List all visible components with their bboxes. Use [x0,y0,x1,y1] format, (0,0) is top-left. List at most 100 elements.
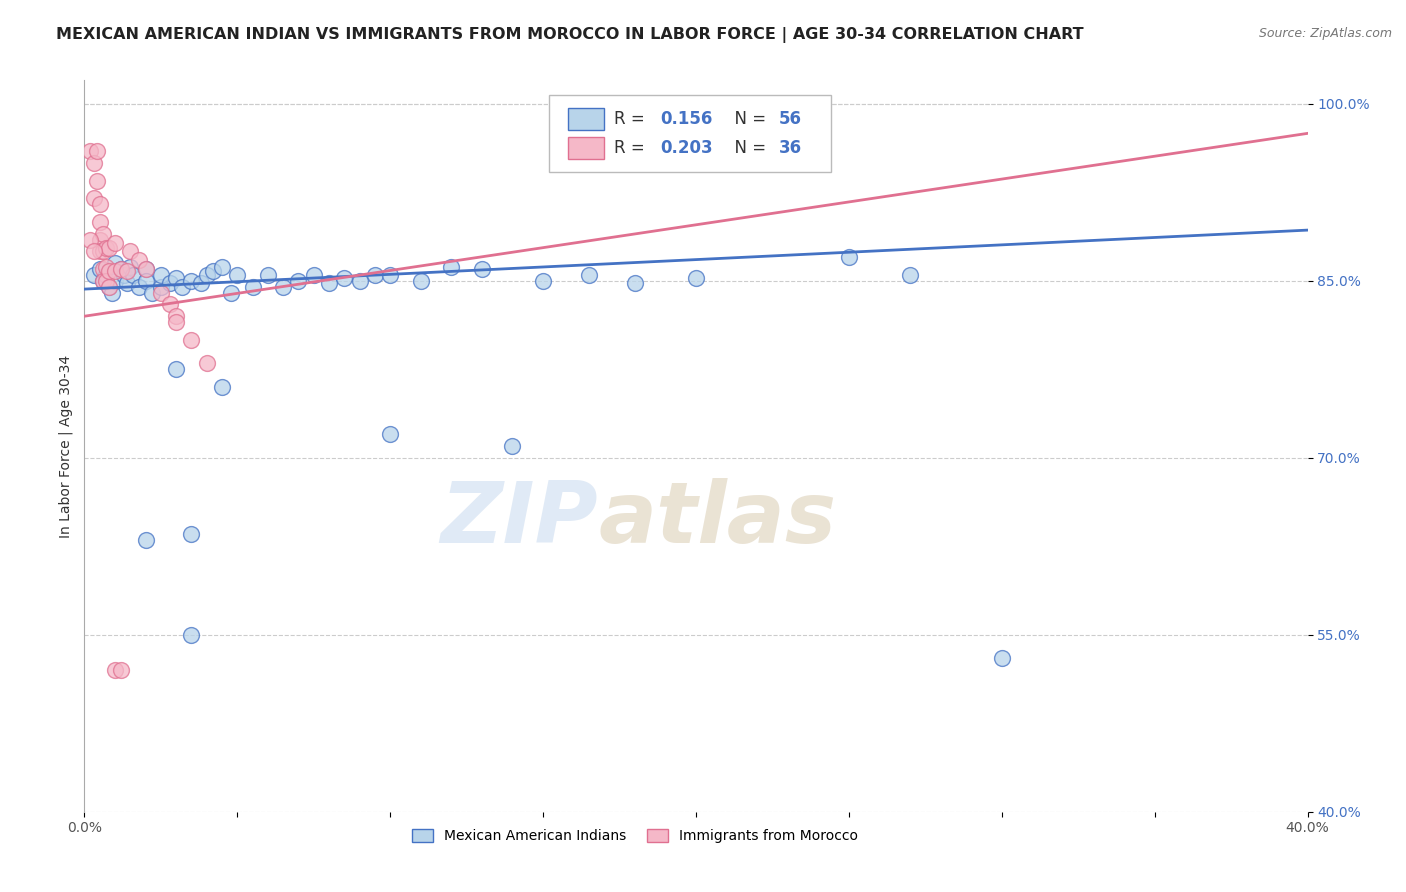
FancyBboxPatch shape [550,95,831,171]
Point [89,215,111,229]
Text: N =: N = [724,110,772,128]
Point [471,262,494,277]
Point [104,264,127,278]
Point [91,274,114,288]
Point [219,285,242,300]
Point [94,260,117,274]
Point [440,260,463,274]
Point [91,227,114,241]
Point [89,262,111,277]
Point [86,173,108,187]
Text: 36: 36 [779,139,803,157]
Point [380,427,402,442]
Text: ZIP: ZIP [440,477,598,561]
Point [110,663,132,677]
Point [89,197,111,211]
Point [91,244,114,259]
Point [89,233,111,247]
Point [242,279,264,293]
Point [685,271,707,285]
Point [122,268,145,282]
Point [165,362,187,376]
Point [110,262,132,277]
Point [104,663,127,677]
Text: MEXICAN AMERICAN INDIAN VS IMMIGRANTS FROM MOROCCO IN LABOR FORCE | AGE 30-34 CO: MEXICAN AMERICAN INDIAN VS IMMIGRANTS FR… [56,27,1084,43]
Point [898,268,921,282]
Point [180,333,202,347]
Point [159,297,181,311]
Point [97,241,120,255]
Point [120,244,142,259]
Point [211,260,233,274]
Point [190,276,212,290]
FancyBboxPatch shape [568,108,605,130]
Point [364,268,387,282]
Point [86,144,108,158]
Point [128,279,150,293]
Point [110,262,132,277]
Point [149,285,172,300]
Text: N =: N = [724,139,772,157]
Legend: Mexican American Indians, Immigrants from Morocco: Mexican American Indians, Immigrants fro… [406,823,863,848]
Point [624,276,647,290]
FancyBboxPatch shape [568,137,605,160]
Point [97,279,120,293]
Point [287,274,309,288]
Text: R =: R = [614,139,650,157]
Point [135,533,157,548]
Point [104,236,127,251]
Point [104,274,127,288]
Point [79,144,101,158]
Point [149,268,172,282]
Y-axis label: In Labor Force | Age 30-34: In Labor Force | Age 30-34 [59,354,73,538]
Point [97,264,120,278]
Point [195,356,218,370]
Text: 0.156: 0.156 [661,110,713,128]
Point [79,233,101,247]
Point [165,271,187,285]
Point [135,262,157,277]
Text: 56: 56 [779,110,803,128]
Point [226,268,249,282]
Point [97,279,120,293]
Point [115,264,138,278]
Point [104,256,127,270]
Point [172,279,194,293]
Text: R =: R = [614,110,650,128]
Point [380,268,402,282]
Point [94,268,117,282]
Point [257,268,280,282]
Point [271,279,294,293]
Point [201,264,224,278]
Point [165,315,187,329]
Point [135,274,157,288]
Point [349,274,371,288]
Point [128,252,150,267]
Point [991,651,1014,665]
Point [120,260,142,274]
Point [115,276,138,290]
Point [409,274,432,288]
Point [83,268,105,282]
Point [333,271,356,285]
Point [149,279,172,293]
Point [180,527,202,541]
Point [318,276,340,290]
Point [531,274,554,288]
Point [94,274,117,288]
Text: Source: ZipAtlas.com: Source: ZipAtlas.com [1258,27,1392,40]
Point [135,262,157,277]
Point [502,439,524,453]
Point [94,241,117,255]
Point [159,276,181,290]
Point [83,156,105,170]
Point [180,628,202,642]
Point [83,191,105,205]
Point [195,268,218,282]
Point [578,268,600,282]
Point [302,268,325,282]
Point [112,268,135,282]
Point [211,380,233,394]
Point [89,244,111,259]
Point [141,285,163,300]
